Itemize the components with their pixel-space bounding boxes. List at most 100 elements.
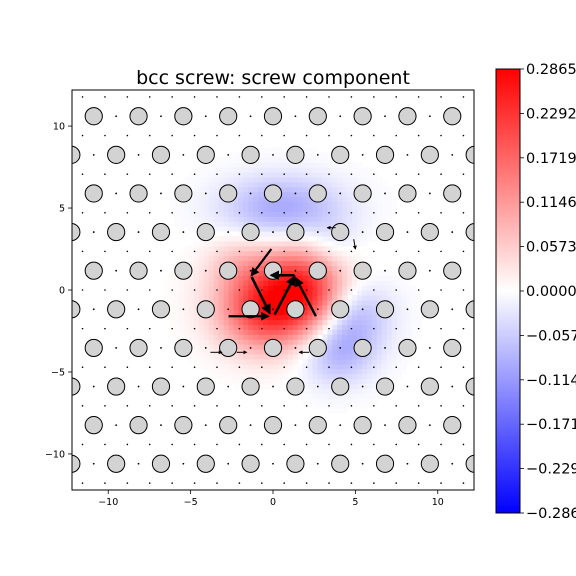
heat-cell <box>381 358 388 365</box>
heat-cell <box>406 280 412 286</box>
heat-cell <box>233 235 239 242</box>
displacement-dot <box>204 269 207 272</box>
heat-cell <box>386 191 393 198</box>
heat-cell <box>292 285 299 291</box>
heat-cell <box>258 329 264 335</box>
heat-cell <box>327 255 333 262</box>
displacement-dot <box>171 443 173 446</box>
heat-cell <box>193 191 200 198</box>
heat-cell <box>317 363 324 370</box>
heat-cell <box>223 290 230 296</box>
heat-cell <box>243 280 249 286</box>
heat-cell <box>268 255 274 262</box>
heat-cell <box>347 255 353 262</box>
heat-cell <box>263 329 269 335</box>
heat-cell <box>366 171 373 178</box>
heat-cell <box>184 314 190 321</box>
heat-cell <box>352 378 358 385</box>
heat-cell <box>233 221 239 227</box>
displacement-dot <box>305 134 308 137</box>
heat-cell <box>366 363 373 370</box>
displacement-dot <box>216 482 218 484</box>
displacement-dot <box>216 327 218 330</box>
heat-cell <box>174 260 180 267</box>
heat-cell <box>317 314 324 321</box>
heat-cell <box>238 334 244 340</box>
heat-cell <box>188 294 195 301</box>
heat-cell <box>248 191 254 198</box>
displacement-dot <box>81 134 84 137</box>
heat-cell <box>386 290 393 296</box>
displacement-dot <box>440 211 442 214</box>
heat-cell <box>253 171 259 178</box>
heat-cell <box>332 339 338 345</box>
heat-cell <box>357 176 363 183</box>
heat-cell <box>253 196 259 203</box>
heat-cell <box>273 280 279 286</box>
atom <box>331 145 350 164</box>
heat-cell <box>193 339 200 345</box>
heat-cell <box>361 363 368 370</box>
displacement-dot <box>384 115 386 118</box>
heat-cell <box>223 245 230 252</box>
displacement-dot <box>104 327 106 330</box>
heat-cell <box>347 176 353 183</box>
heat-cell <box>302 235 309 242</box>
displacement-dot <box>272 385 274 388</box>
displacement-dot <box>440 173 442 175</box>
displacement-dot <box>104 482 106 484</box>
heat-cell <box>238 186 244 193</box>
displacement-dot <box>451 308 454 311</box>
heat-cell <box>381 280 388 286</box>
displacement-dot <box>417 289 420 291</box>
heat-cell <box>213 240 220 247</box>
heat-cell <box>277 147 284 153</box>
heat-cell <box>317 353 324 360</box>
heat-cell <box>307 176 314 183</box>
heat-cell <box>258 171 264 178</box>
heat-cell <box>371 368 378 375</box>
displacement-dot <box>283 289 286 291</box>
heat-cell <box>317 226 324 232</box>
heat-cell <box>337 270 343 276</box>
heat-cell <box>357 383 363 389</box>
heat-cell <box>277 304 284 311</box>
atom <box>443 184 462 203</box>
heat-cell <box>233 304 239 311</box>
heat-cell <box>366 314 373 321</box>
heat-cell <box>307 171 314 178</box>
heat-cell <box>253 250 259 257</box>
heat-cell <box>322 152 328 158</box>
heat-cell <box>223 157 230 163</box>
heat-cell <box>203 250 210 257</box>
heat-cell <box>228 167 235 173</box>
displacement-dot <box>373 405 375 407</box>
displacement-dot <box>272 153 274 156</box>
heat-cell <box>342 349 348 355</box>
heat-cell <box>332 260 338 267</box>
heat-cell <box>352 235 358 242</box>
heat-cell <box>307 226 314 232</box>
displacement-dot <box>92 308 95 311</box>
heat-cell <box>366 176 373 183</box>
heat-cell <box>193 221 200 227</box>
heat-cell <box>376 181 383 188</box>
heat-cell <box>381 339 388 345</box>
heat-cell <box>169 211 175 217</box>
heat-cell <box>317 398 324 404</box>
displacement-dot <box>249 269 252 272</box>
heat-cell <box>317 383 324 389</box>
displacement-dot <box>417 482 420 484</box>
heat-cell <box>253 260 259 267</box>
heat-cell <box>268 304 274 311</box>
heat-cell <box>287 344 294 350</box>
heat-cell <box>371 171 378 178</box>
heat-cell <box>371 304 378 311</box>
heat-cell <box>243 339 249 345</box>
heat-cell <box>243 250 249 257</box>
atom <box>398 107 417 126</box>
heat-cell <box>282 339 289 345</box>
heat-cell <box>208 176 215 183</box>
heat-cell <box>287 265 294 271</box>
heat-cell <box>258 157 264 163</box>
